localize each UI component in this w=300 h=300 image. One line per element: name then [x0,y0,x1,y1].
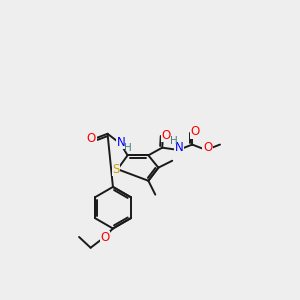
Text: N: N [117,136,126,149]
Text: H: H [124,143,131,153]
Text: O: O [191,125,200,138]
Text: O: O [203,141,212,154]
Text: H: H [170,136,178,146]
Text: O: O [100,231,110,244]
Text: N: N [175,141,184,154]
Text: S: S [112,163,120,176]
Text: O: O [161,129,171,142]
Text: O: O [87,132,96,145]
